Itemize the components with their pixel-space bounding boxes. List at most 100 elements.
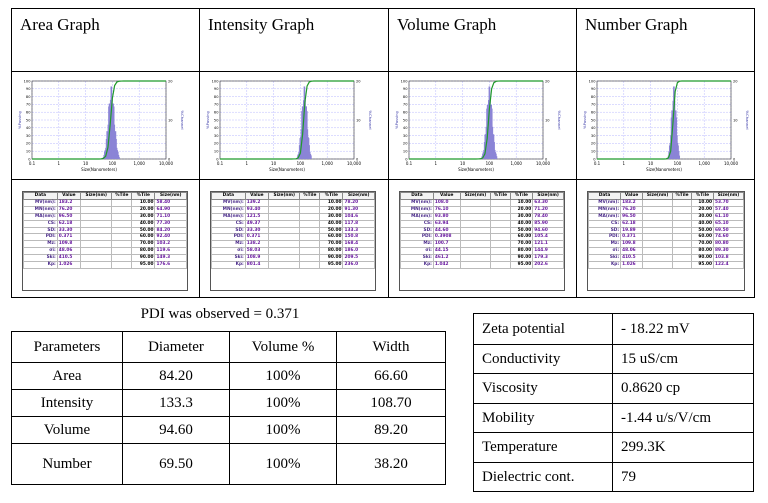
stats-empty-cell bbox=[299, 233, 321, 242]
stats-empty-cell bbox=[299, 219, 321, 228]
stats-label: Kp: bbox=[211, 261, 246, 269]
right-tick-label: 10 bbox=[733, 118, 738, 122]
stats-ptile: 10.00 bbox=[509, 198, 534, 207]
stats-empty-cell bbox=[267, 219, 301, 228]
stats-ptile: 95.00 bbox=[131, 261, 156, 269]
stats-empty-cell bbox=[111, 233, 133, 242]
stats-empty-cell bbox=[672, 219, 692, 228]
left-axis-label: %Passing bbox=[17, 110, 22, 128]
y-tick-label: 70 bbox=[26, 103, 31, 107]
stats-empty-cell bbox=[490, 212, 511, 221]
stats-empty-cell bbox=[79, 261, 113, 269]
stats-psize: 209.5 bbox=[342, 254, 375, 263]
graph-title: Volume Graph bbox=[397, 15, 497, 34]
param-value: 38.20 bbox=[336, 443, 446, 485]
stats-row: Ski: 461.2 90.00 179.3 bbox=[400, 254, 564, 263]
stats-psize: 92.40 bbox=[154, 233, 187, 242]
stats-row: PDI: 0.3908 60.00 105.4 bbox=[400, 233, 564, 242]
stats-header: %Tile bbox=[690, 192, 715, 200]
x-axis-label: Size(Nanometers) bbox=[269, 167, 305, 172]
stats-label: PDI: bbox=[211, 233, 246, 242]
x-tick-label: 0.1 bbox=[406, 161, 413, 166]
stats-empty-cell bbox=[111, 226, 133, 235]
stats-label: Ski: bbox=[211, 254, 246, 263]
y-tick-label: 100 bbox=[212, 79, 220, 83]
graph-title: Number Graph bbox=[585, 15, 688, 34]
stats-table: Data Value Size(nm) %Tile %Tile Size(nm) MV(nm… bbox=[211, 192, 375, 269]
stats-label: σi: bbox=[400, 247, 434, 256]
stats-header: Size(nm) bbox=[342, 192, 375, 200]
stats-row: Ski: 410.5 90.00 103.8 bbox=[588, 254, 744, 263]
stats-label: Mz: bbox=[400, 240, 434, 249]
stats-ptile: 50.00 bbox=[319, 226, 344, 235]
stats-empty-cell bbox=[490, 198, 511, 207]
stats-value: 62.18 bbox=[620, 219, 644, 228]
stats-empty-cell bbox=[642, 254, 674, 263]
stats-value: 96.50 bbox=[620, 212, 644, 221]
y-tick-label: 30 bbox=[403, 134, 408, 138]
zeta-row: Temperature 299.3K bbox=[473, 432, 754, 463]
stats-psize: 84.20 bbox=[154, 226, 187, 235]
stats-empty-cell bbox=[642, 240, 674, 249]
stats-row: MV(nm): 108.0 10.00 63.30 bbox=[400, 198, 564, 207]
stats-value: 108.0 bbox=[432, 198, 461, 207]
stats-empty-cell bbox=[490, 247, 511, 256]
zeta-value: - 18.22 mV bbox=[612, 313, 754, 345]
stats-value: 410.5 bbox=[56, 254, 81, 263]
stats-empty-cell bbox=[672, 198, 692, 207]
stats-ptile: 70.00 bbox=[690, 240, 715, 249]
stats-row: SD: 44.60 50.00 94.60 bbox=[400, 226, 564, 235]
stats-empty-cell bbox=[299, 240, 321, 249]
param-value: 100% bbox=[229, 362, 337, 390]
stats-empty-cell bbox=[111, 198, 133, 207]
zeta-property: Dielectric cont. bbox=[473, 462, 613, 492]
zeta-row: Mobility -1.44 u/s/V/cm bbox=[473, 403, 754, 433]
stats-row: MV(nm): 139.2 10.00 78.20 bbox=[211, 198, 375, 207]
x-tick-label: 10,000 bbox=[159, 161, 173, 166]
y-tick-label: 20 bbox=[403, 142, 408, 146]
stats-ptile: 90.00 bbox=[131, 254, 156, 263]
stats-row: MA(nm): 96.50 30.00 61.10 bbox=[588, 212, 744, 221]
stats-header: Size(nm) bbox=[713, 192, 744, 200]
stats-ptile: 70.00 bbox=[509, 240, 534, 249]
stats-row: MA(nm): 96.50 30.00 71.10 bbox=[23, 212, 187, 221]
stats-empty-cell bbox=[267, 205, 301, 214]
stats-header: Data bbox=[23, 192, 58, 200]
graph-panel-3: Volume Graph 0.1 1 10 100 1,000 10,000 100 90 80 7… bbox=[389, 9, 577, 297]
right-axis-label: %Channel bbox=[180, 110, 185, 129]
stats-psize: 186.0 bbox=[342, 247, 375, 256]
zeta-value: -1.44 u/s/V/cm bbox=[612, 403, 754, 433]
stats-label: Ski: bbox=[400, 254, 434, 263]
x-tick-label: 1,000 bbox=[698, 161, 710, 166]
y-tick-label: 80 bbox=[591, 95, 596, 99]
stats-value: 63.94 bbox=[432, 219, 461, 228]
stats-ptile: 30.00 bbox=[131, 212, 156, 221]
stats-row: Kp: 1.026 95.00 176.6 bbox=[23, 261, 187, 269]
stats-row: CS: 49.37 40.00 117.8 bbox=[211, 219, 375, 228]
stats-value: 0.371 bbox=[56, 233, 81, 242]
stats-empty-cell bbox=[267, 198, 301, 207]
zeta-row: Dielectric cont. 79 bbox=[473, 462, 754, 492]
y-tick-label: 10 bbox=[403, 150, 408, 154]
stats-value: 0.371 bbox=[244, 233, 269, 242]
stats-label: Mz: bbox=[211, 240, 246, 249]
stats-row: σi: 48.06 80.00 119.6 bbox=[23, 247, 187, 256]
y-tick-label: 80 bbox=[403, 95, 408, 99]
stats-empty-cell bbox=[79, 247, 113, 256]
stats-ptile: 40.00 bbox=[131, 219, 156, 228]
stats-row: MV(nm): 183.2 10.00 58.40 bbox=[23, 198, 187, 207]
x-tick-label: 10 bbox=[83, 161, 89, 166]
stats-row: SD: 33.30 50.00 84.20 bbox=[23, 226, 187, 235]
stats-header: %Tile bbox=[319, 192, 344, 200]
stats-value: 109.8 bbox=[620, 240, 644, 249]
stats-value: 183.2 bbox=[620, 198, 644, 207]
zeta-value: 0.8620 cp bbox=[612, 373, 754, 404]
stats-ptile: 95.00 bbox=[690, 261, 715, 269]
cumulative-curve bbox=[597, 80, 731, 160]
stats-empty-cell bbox=[672, 247, 692, 256]
stats-psize: 149.3 bbox=[154, 254, 187, 263]
y-tick-label: 90 bbox=[214, 87, 219, 91]
stats-row: MA(nm): 121.5 30.00 104.6 bbox=[211, 212, 375, 221]
stats-header: Value bbox=[620, 192, 644, 200]
stats-psize: 78.20 bbox=[342, 198, 375, 207]
